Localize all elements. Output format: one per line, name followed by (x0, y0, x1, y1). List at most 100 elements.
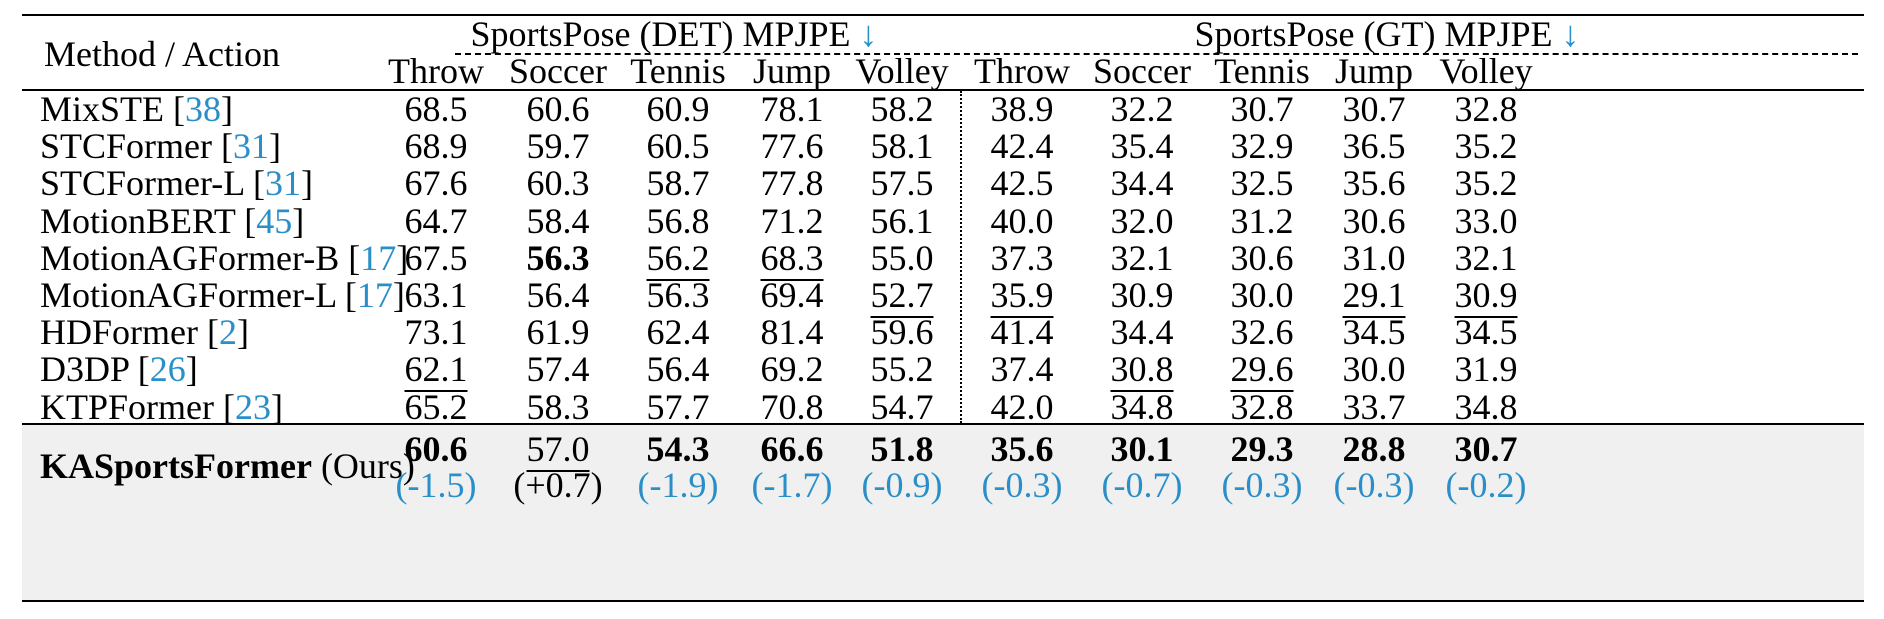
table-cell: 34.5 (1343, 312, 1406, 352)
cell-value: 55.0 (870, 237, 934, 278)
table-cell: 35.6 (1343, 163, 1406, 203)
table-cell: 32.8 (1455, 89, 1518, 129)
method-name: MotionAGFormer-B [17] (40, 238, 408, 278)
cell-value: 35.2 (1454, 126, 1518, 167)
ours-delta: (-1.7) (751, 465, 833, 505)
table-cell: 31.2 (1231, 201, 1294, 241)
table-cell: 67.6 (405, 163, 468, 203)
table-cell: 77.8 (761, 163, 824, 203)
citation-link[interactable]: [17] (344, 275, 405, 315)
citation-link[interactable]: [17] (348, 237, 409, 278)
cell-value: 78.1 (760, 89, 824, 129)
cell-value: 77.8 (760, 163, 824, 204)
table-cell: 57.5 (871, 163, 934, 203)
cell-value: 32.1 (1454, 237, 1518, 278)
table-cell: 34.4 (1111, 163, 1174, 203)
table-cell: 36.5 (1343, 126, 1406, 166)
method-name: MotionBERT [45] (40, 201, 304, 241)
cell-value: 59.7 (526, 126, 590, 167)
cell-value: 32.1 (1110, 237, 1174, 278)
table-cell: 60.9 (647, 89, 710, 129)
citation-link[interactable]: [31] (252, 163, 313, 204)
table-cell: 77.6 (761, 126, 824, 166)
citation-link[interactable]: [31] (221, 126, 282, 167)
cell-value: 55.2 (870, 349, 934, 390)
ours-cell: 30.1 (1111, 429, 1174, 469)
top-rule (22, 14, 1864, 16)
cell-value: 35.9 (990, 275, 1054, 318)
cell-value: 58.4 (526, 200, 590, 241)
cell-value: 56.1 (870, 200, 934, 241)
table-cell: 32.5 (1231, 163, 1294, 203)
table-cell: 70.8 (761, 387, 824, 427)
table-cell: 37.4 (991, 349, 1054, 389)
ours-row-shade (22, 425, 1864, 600)
cell-value: 35.4 (1110, 126, 1174, 167)
table-cell: 30.6 (1343, 201, 1406, 241)
table-cell: 60.6 (527, 89, 590, 129)
cell-value: 34.5 (1454, 312, 1518, 353)
cell-value: 60.3 (526, 163, 590, 204)
table-cell: 30.0 (1343, 349, 1406, 389)
citation-link[interactable]: [23] (223, 386, 283, 427)
table-cell: 56.2 (646, 237, 710, 281)
table-cell: 56.4 (647, 349, 710, 389)
table-cell: 56.4 (527, 275, 590, 315)
method-label: MotionBERT (40, 200, 245, 241)
results-table: Method / Action SportsPose (DET) MPJPE ↓… (22, 14, 1864, 603)
cell-value: 60.9 (646, 89, 710, 129)
cell-value: 30.7 (1230, 89, 1294, 129)
table-cell: 42.5 (991, 163, 1054, 203)
ours-cell: 28.8 (1343, 429, 1406, 469)
column-header-volley: Volley (855, 51, 949, 91)
cell-value: 35.6 (1342, 163, 1406, 204)
table-cell: 78.1 (761, 89, 824, 129)
cell-value: 31.2 (1230, 200, 1294, 241)
table-cell: 59.7 (527, 126, 590, 166)
cell-value: 68.9 (404, 126, 468, 167)
cell-value: 54.7 (870, 386, 934, 427)
table-cell: 34.8 (1455, 387, 1518, 427)
cell-value: 62.1 (404, 349, 468, 393)
citation-link[interactable]: [45] (244, 200, 305, 241)
cell-value: 42.4 (990, 126, 1054, 167)
table-cell: 69.4 (761, 275, 824, 315)
table-cell: 58.2 (871, 89, 934, 129)
method-label: HDFormer (40, 312, 207, 353)
table-cell: 32.1 (1455, 238, 1518, 278)
table-cell: 34.5 (1455, 312, 1518, 352)
group-gt-header: SportsPose (GT) MPJPE ↓ (1194, 14, 1579, 54)
table-cell: 32.2 (1111, 89, 1174, 129)
cell-value: 58.1 (870, 126, 934, 167)
table-cell: 37.3 (991, 238, 1054, 278)
ours-cell: 35.6 (991, 429, 1054, 469)
cell-value: 30.0 (1230, 275, 1294, 315)
cell-value: 68.5 (404, 89, 468, 129)
table-cell: 58.7 (647, 163, 710, 203)
citation-link[interactable]: [26] (137, 349, 198, 390)
table-cell: 58.3 (527, 387, 590, 427)
cell-value: 31.9 (1454, 349, 1518, 390)
ours-value: 28.8 (1342, 429, 1406, 469)
table-cell: 59.6 (871, 312, 934, 352)
cell-value: 73.1 (404, 312, 468, 353)
cell-value: 32.2 (1110, 89, 1174, 129)
table-cell: 42.0 (991, 387, 1054, 427)
down-arrow-icon: ↓ (859, 14, 878, 54)
table-cell: 35.4 (1111, 126, 1174, 166)
table-cell: 35.9 (990, 275, 1054, 318)
citation-link[interactable]: [38] (173, 89, 234, 129)
table-cell: 32.6 (1231, 312, 1294, 352)
ours-cell: 30.7 (1455, 429, 1518, 469)
cell-value: 56.4 (646, 349, 710, 390)
method-name: KTPFormer [23] (40, 387, 283, 427)
cell-value: 29.1 (1342, 275, 1406, 318)
table-cell: 32.1 (1111, 238, 1174, 278)
table-cell: 61.9 (527, 312, 590, 352)
citation-link[interactable]: [2] (206, 312, 249, 353)
bottom-rule (22, 600, 1864, 602)
table-cell: 32.9 (1231, 126, 1294, 166)
column-header-jump: Jump (1334, 51, 1414, 91)
cell-value: 62.4 (646, 312, 710, 353)
table-cell: 41.4 (991, 312, 1054, 352)
